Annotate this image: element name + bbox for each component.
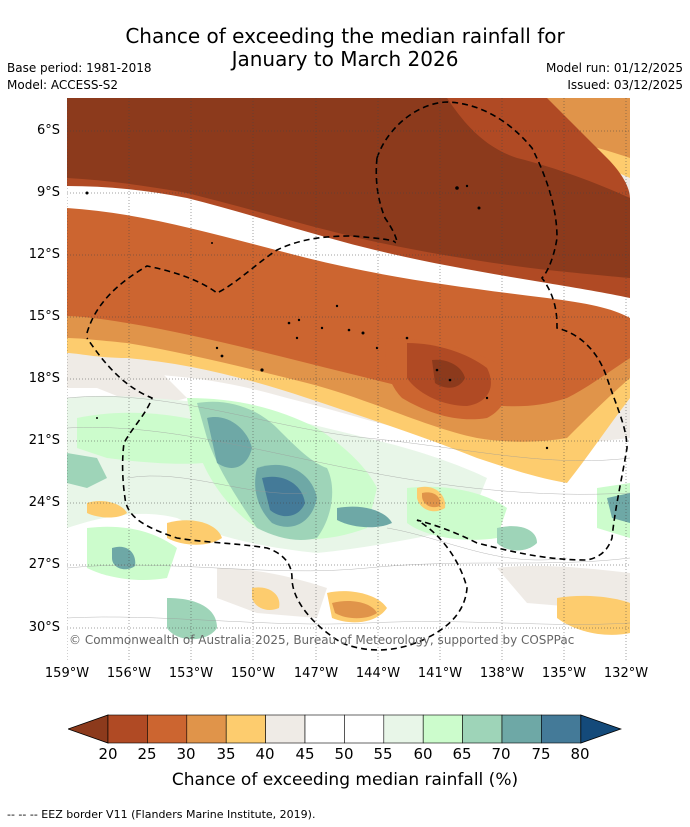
lon-label-135w: 135°W — [541, 666, 587, 681]
base-period-text: Base period: 1981-2018 — [7, 61, 152, 75]
colorbar-segment — [265, 714, 306, 744]
teal-zone-small-west — [67, 453, 107, 488]
lon-label-132w: 132°W — [603, 666, 649, 681]
lat-label-12s: 12°S — [28, 247, 60, 262]
contour-lines — [67, 396, 630, 625]
island-markers — [85, 184, 549, 450]
lat-label-18s: 18°S — [28, 371, 60, 386]
colorbar — [68, 714, 622, 744]
colorbar-segment — [501, 714, 542, 744]
dark-orange-band — [67, 208, 630, 407]
lat-label-9s: 9°S — [36, 185, 60, 200]
copyright-notice: © Commonwealth of Australia 2025, Bureau… — [69, 633, 575, 647]
dark-teal-zone-3 — [262, 476, 305, 517]
dark-teal-zone-4 — [337, 506, 392, 528]
colorbar-tick-50: 50 — [334, 745, 354, 763]
orange-zone-south-2 — [422, 492, 441, 508]
lon-label-144w: 144°W — [355, 666, 401, 681]
colorbar-tick-30: 30 — [176, 745, 196, 763]
eez-border-lines — [86, 101, 628, 651]
eez-border-note: -- -- -- EEZ border V11 (Flanders Marine… — [7, 808, 316, 821]
colorbar-segment — [541, 714, 582, 744]
colorbar-tick-65: 65 — [452, 745, 472, 763]
lat-label-27s: 27°S — [28, 557, 60, 572]
rainfall-probability-map — [67, 98, 630, 661]
colorbar-tick-60: 60 — [413, 745, 433, 763]
model-run-text: Model run: 01/12/2025 — [545, 61, 683, 75]
colorbar-tick-80: 80 — [570, 745, 590, 763]
colorbar-segment — [304, 714, 345, 744]
colorbar-segment — [186, 714, 227, 744]
teal-zone-southeast — [497, 526, 537, 551]
colorbar-segment — [383, 714, 424, 744]
lon-label-138w: 138°W — [479, 666, 525, 681]
colorbar-high-arrow — [580, 714, 622, 744]
lon-label-141w: 141°W — [417, 666, 463, 681]
issued-text: Issued: 03/12/2025 — [567, 78, 683, 92]
colorbar-segment — [422, 714, 463, 744]
dark-teal-zone-1 — [207, 417, 252, 468]
yellow-zone-south-3 — [252, 587, 280, 610]
lon-label-150w: 150°W — [230, 666, 276, 681]
lat-label-24s: 24°S — [28, 495, 60, 510]
teal-zone-south — [167, 598, 217, 640]
lat-label-15s: 15°S — [28, 309, 60, 324]
darkest-brown-core — [67, 98, 630, 278]
colorbar-tick-25: 25 — [137, 745, 157, 763]
colorbar-tick-75: 75 — [531, 745, 551, 763]
dark-teal-zone-6 — [112, 546, 136, 570]
yellow-zone-south-2 — [557, 595, 630, 635]
colorbar-label: Chance of exceeding median rainfall (%) — [171, 770, 519, 790]
map-title-line2: January to March 2026 — [231, 47, 459, 71]
lon-label-156w: 156°W — [106, 666, 152, 681]
yellow-zone-south-5 — [167, 520, 222, 545]
map-title-line1: Chance of exceeding the median rainfall … — [125, 24, 565, 48]
map-canvas — [67, 98, 630, 661]
yellow-zone-south-4 — [87, 501, 127, 518]
colorbar-segment — [462, 714, 503, 744]
lat-label-21s: 21°S — [28, 433, 60, 448]
lon-label-153w: 153°W — [168, 666, 214, 681]
lon-label-159w: 159°W — [44, 666, 90, 681]
colorbar-tick-40: 40 — [255, 745, 275, 763]
orange-zone-south-1 — [332, 601, 377, 619]
colorbar-tick-70: 70 — [491, 745, 511, 763]
map-gridlines — [67, 98, 630, 661]
colorbar-segment — [344, 714, 385, 744]
dark-teal-zone-5 — [607, 493, 630, 523]
lon-label-147w: 147°W — [293, 666, 339, 681]
colorbar-low-arrow — [68, 714, 109, 744]
colorbar-tick-45: 45 — [295, 745, 315, 763]
lat-label-30s: 30°S — [28, 620, 60, 635]
colorbar-segment — [225, 714, 266, 744]
lat-label-6s: 6°S — [36, 123, 60, 138]
colorbar-segment — [107, 714, 148, 744]
colorbar-segment — [147, 714, 188, 744]
colorbar-tick-55: 55 — [373, 745, 393, 763]
model-text: Model: ACCESS-S2 — [7, 78, 119, 92]
colorbar-tick-20: 20 — [98, 745, 118, 763]
colorbar-tick-35: 35 — [216, 745, 236, 763]
